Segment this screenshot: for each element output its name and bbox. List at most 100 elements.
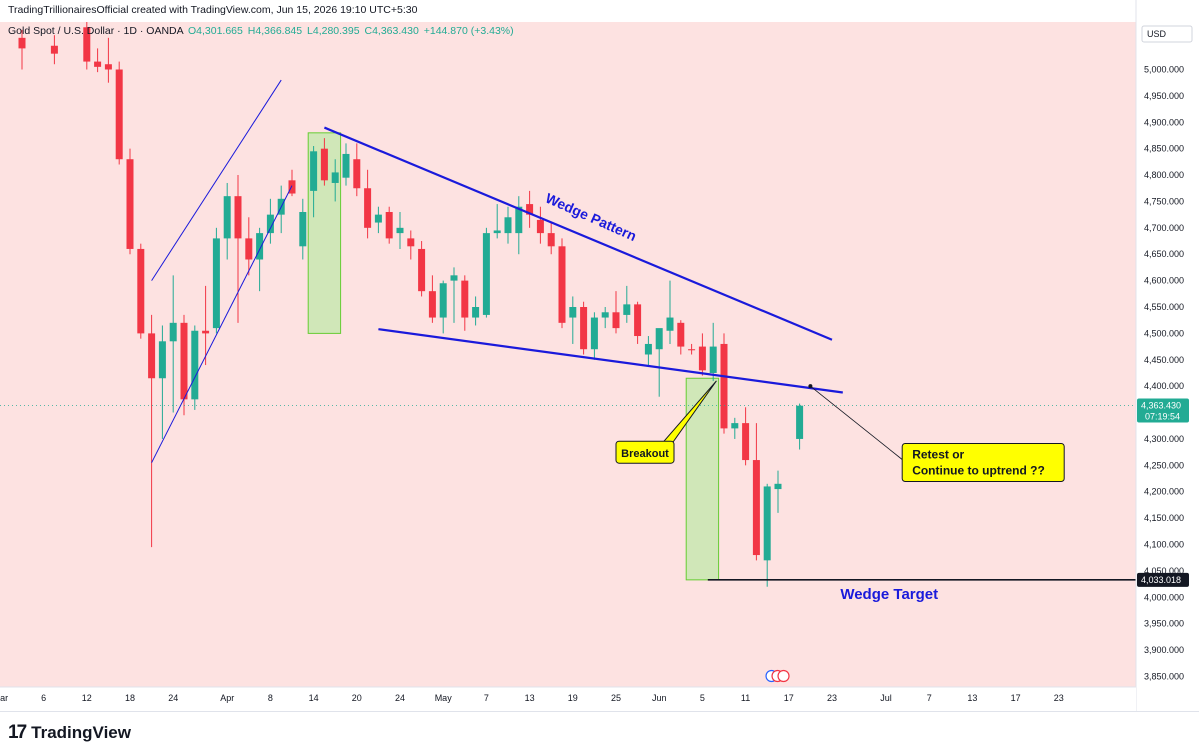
candle-up[interactable]: [439, 280, 447, 334]
candle-up[interactable]: [796, 403, 804, 450]
candle-up[interactable]: [763, 483, 771, 587]
tradingview-logo[interactable]: 17 TradingView: [8, 722, 131, 744]
price-axis[interactable]: USD 5,000.000 4,950.000 4,900.000 4,850.000 4…: [1135, 0, 1199, 711]
candle-down[interactable]: [245, 217, 253, 276]
candle-body: [83, 27, 91, 62]
candle-up[interactable]: [299, 198, 307, 260]
candle-up[interactable]: [342, 143, 350, 186]
candle-body: [461, 280, 469, 318]
candle-body: [655, 328, 663, 350]
candle-up[interactable]: [493, 204, 501, 239]
last-price-tag: [1137, 398, 1189, 423]
candle-up[interactable]: [709, 322, 717, 381]
candle-up[interactable]: [223, 182, 231, 260]
candle-body: [158, 341, 166, 379]
time-tick-label: 8: [268, 693, 273, 703]
price-tick-label: 4,300.000: [1144, 434, 1184, 444]
candle-down[interactable]: [94, 48, 102, 73]
candle-down[interactable]: [234, 175, 242, 323]
candle-down[interactable]: [18, 29, 26, 70]
candle-down[interactable]: [115, 61, 123, 165]
candle-body: [364, 188, 372, 228]
candle-up[interactable]: [450, 267, 458, 323]
event-flag-icon[interactable]: [777, 669, 790, 683]
candle-up[interactable]: [774, 470, 782, 513]
price-tick-label: 4,200.000: [1144, 487, 1184, 497]
candle-up[interactable]: [569, 296, 577, 344]
candle-up[interactable]: [482, 227, 490, 318]
price-tick-label: 4,400.000: [1144, 381, 1184, 391]
candle-body: [558, 246, 566, 323]
time-axis[interactable]: Mar 6 12 18 24 Apr 8 14 20 24 May 7 13 19 25 Jun 5 11 17 23…: [0, 686, 1136, 711]
candle-down[interactable]: [752, 423, 760, 561]
candle-body: [104, 64, 112, 70]
candle-up[interactable]: [169, 275, 177, 413]
candle-up[interactable]: [644, 336, 652, 366]
symbol-name[interactable]: Gold Spot / U.S. Dollar · 1D · OANDA: [8, 25, 184, 37]
retest-label-line2: Continue to uptrend ??: [912, 464, 1045, 478]
candle-down[interactable]: [698, 333, 706, 376]
candle-up[interactable]: [504, 206, 512, 244]
candle-up[interactable]: [256, 227, 264, 292]
price-tick-label: 4,250.000: [1144, 460, 1184, 470]
economic-events-icon[interactable]: [765, 669, 790, 683]
candle-down[interactable]: [428, 275, 436, 323]
candle-up[interactable]: [731, 417, 739, 439]
candle-down[interactable]: [612, 291, 620, 334]
candle-down[interactable]: [688, 343, 696, 355]
price-tick-label: 4,900.000: [1144, 117, 1184, 127]
channel-upper-line: [151, 79, 282, 281]
candle-up[interactable]: [191, 325, 199, 410]
candle-down[interactable]: [126, 148, 134, 255]
candle-down[interactable]: [634, 301, 642, 344]
candle-up[interactable]: [666, 280, 674, 344]
candle-up[interactable]: [374, 206, 382, 234]
candle-down[interactable]: [526, 190, 534, 228]
candle-down[interactable]: [320, 138, 328, 186]
candle-body: [126, 159, 134, 249]
candle-down[interactable]: [50, 35, 58, 65]
candle-up[interactable]: [655, 328, 663, 397]
candle-down[interactable]: [148, 314, 156, 548]
candle-down[interactable]: [137, 243, 145, 339]
candle-down[interactable]: [202, 285, 210, 366]
candle-up[interactable]: [515, 196, 523, 255]
currency-button[interactable]: [1141, 25, 1193, 43]
candle-down[interactable]: [104, 37, 112, 83]
candle-up[interactable]: [212, 227, 220, 334]
candle-down[interactable]: [720, 333, 728, 434]
candle-down[interactable]: [461, 275, 469, 331]
candle-down[interactable]: [536, 206, 544, 244]
candles[interactable]: [18, 22, 804, 587]
candle-down[interactable]: [547, 222, 555, 255]
candle-down[interactable]: [558, 238, 566, 329]
candle-down[interactable]: [364, 169, 372, 239]
candle-body: [569, 307, 577, 318]
candle-down[interactable]: [742, 407, 750, 466]
candle-down[interactable]: [83, 22, 91, 70]
price-tick-label: 4,800.000: [1144, 170, 1184, 180]
candle-down[interactable]: [677, 320, 685, 355]
candle-up[interactable]: [158, 325, 166, 439]
candle-body: [94, 61, 102, 67]
candle-down[interactable]: [580, 301, 588, 355]
candle-up[interactable]: [601, 307, 609, 329]
candle-up[interactable]: [331, 159, 339, 202]
candle-body: [439, 283, 447, 318]
highlight-box: [685, 377, 720, 581]
candle-down[interactable]: [407, 230, 415, 260]
candle-up[interactable]: [310, 146, 318, 218]
candle-up[interactable]: [623, 285, 631, 323]
candle-up[interactable]: [266, 198, 274, 244]
candle-down[interactable]: [385, 206, 393, 244]
target-price-tag: [1137, 572, 1189, 587]
time-tick-label: 17: [784, 693, 794, 703]
candle-down[interactable]: [418, 241, 426, 297]
candle-down[interactable]: [353, 143, 361, 197]
candle-up[interactable]: [590, 312, 598, 360]
candle-up[interactable]: [472, 296, 480, 326]
candle-body: [256, 233, 264, 260]
candle-down[interactable]: [288, 169, 296, 197]
candle-up[interactable]: [396, 212, 404, 249]
